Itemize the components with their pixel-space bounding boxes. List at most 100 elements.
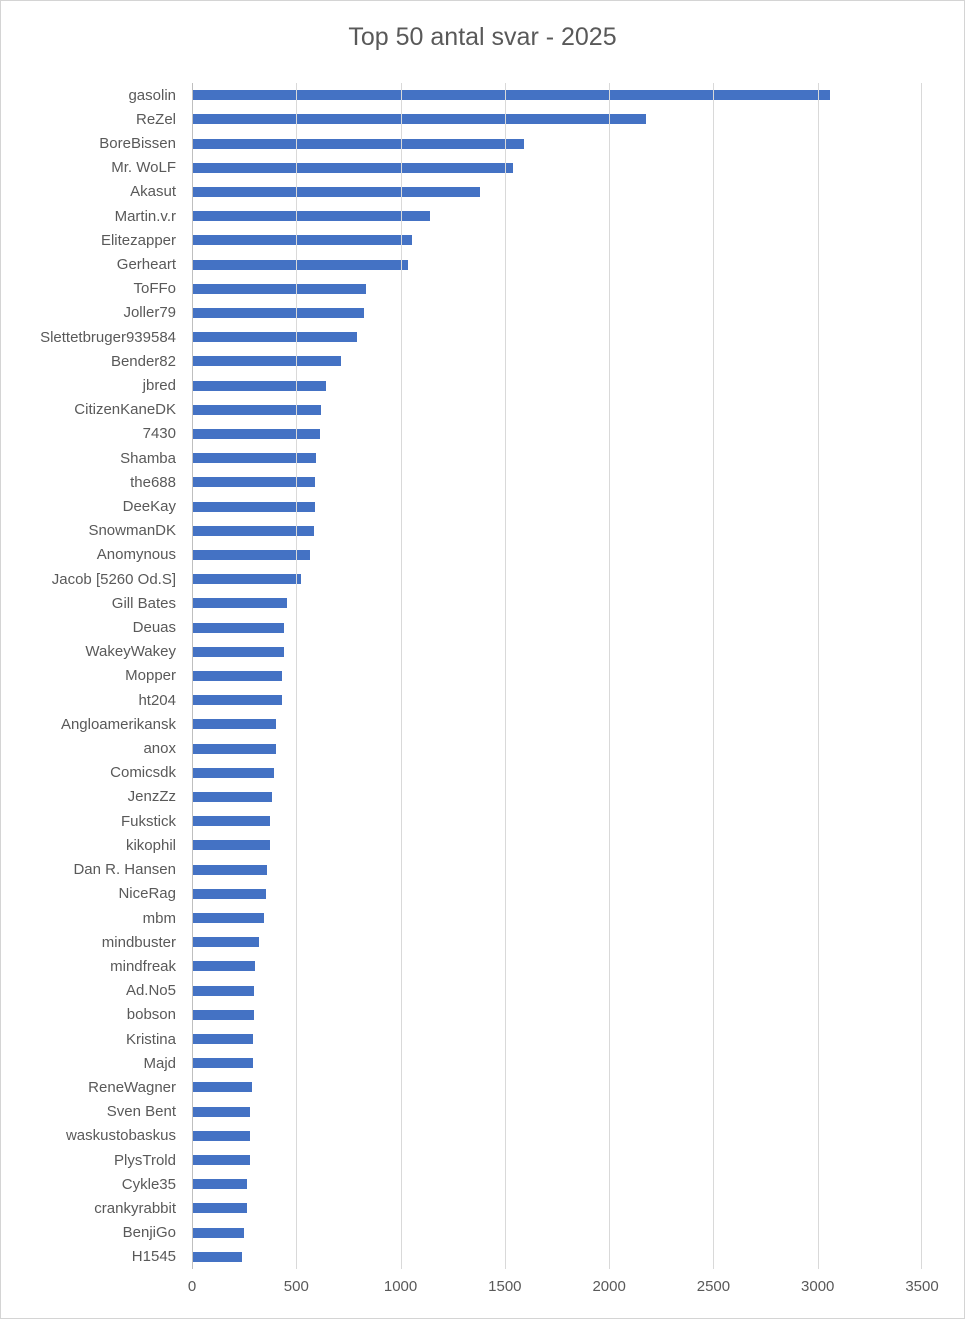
category-label: H1545 bbox=[131, 1248, 176, 1266]
bar-row bbox=[193, 204, 922, 228]
bar bbox=[193, 404, 322, 415]
bar bbox=[193, 90, 831, 101]
category-label: BenjiGo bbox=[122, 1224, 176, 1242]
category-label: ToFFo bbox=[133, 280, 176, 298]
category-label: waskustobaskus bbox=[65, 1127, 176, 1145]
bar bbox=[193, 1034, 254, 1045]
bar-row bbox=[193, 325, 922, 349]
bar-row bbox=[193, 640, 922, 664]
bar-row bbox=[193, 252, 922, 276]
bar bbox=[193, 259, 408, 270]
bar bbox=[193, 1058, 254, 1069]
gridline bbox=[713, 83, 715, 1269]
bar-row bbox=[193, 615, 922, 639]
bar bbox=[193, 211, 431, 222]
category-label: kikophil bbox=[125, 836, 176, 854]
bar-row bbox=[193, 107, 922, 131]
x-tick-label: 2000 bbox=[592, 1278, 626, 1295]
bar-row bbox=[193, 567, 922, 591]
bar bbox=[193, 549, 310, 560]
bar-row bbox=[193, 180, 922, 204]
bar bbox=[193, 1106, 251, 1117]
category-label: BoreBissen bbox=[99, 135, 176, 152]
category-label: Anomynous bbox=[96, 546, 176, 564]
bar bbox=[193, 816, 271, 827]
bar-row bbox=[193, 228, 922, 252]
bar bbox=[193, 162, 513, 173]
bar-row bbox=[193, 1124, 922, 1148]
bar-row bbox=[193, 858, 922, 882]
x-tick-label: 500 bbox=[283, 1278, 309, 1295]
bar bbox=[193, 695, 282, 706]
category-label: Bender82 bbox=[110, 352, 176, 370]
category-label: 7430 bbox=[142, 425, 176, 443]
category-label: DeeKay bbox=[122, 498, 176, 516]
chart-title: Top 50 antal svar - 2025 bbox=[348, 23, 617, 51]
category-label: CitizenKaneDK bbox=[74, 401, 176, 419]
bar bbox=[193, 598, 287, 609]
bar-row bbox=[193, 373, 922, 397]
bar-row bbox=[193, 882, 922, 906]
bar-row bbox=[193, 688, 922, 712]
category-label: anox bbox=[143, 740, 176, 758]
gridline bbox=[504, 83, 506, 1269]
category-label: ReneWagner bbox=[88, 1078, 176, 1096]
bar-row bbox=[193, 736, 922, 760]
bar-row bbox=[193, 664, 922, 688]
category-label: Mopper bbox=[125, 667, 176, 685]
bar bbox=[193, 646, 284, 657]
category-label: Fukstick bbox=[120, 812, 176, 830]
bar-row bbox=[193, 277, 922, 301]
x-tick-label: 3000 bbox=[801, 1278, 835, 1295]
bar bbox=[193, 1155, 251, 1166]
x-tick-label: 1500 bbox=[488, 1278, 522, 1295]
category-label: Cykle35 bbox=[121, 1175, 176, 1193]
bar bbox=[193, 380, 327, 391]
category-label: Joller79 bbox=[123, 304, 176, 322]
category-label: WakeyWakey bbox=[85, 643, 176, 661]
x-tick-label: 0 bbox=[187, 1278, 197, 1295]
bar bbox=[193, 985, 255, 996]
category-label: crankyrabbit bbox=[94, 1199, 176, 1217]
bar-row bbox=[193, 954, 922, 978]
category-label: Slettetbruger939584 bbox=[40, 328, 176, 346]
category-label: mindfreak bbox=[110, 957, 176, 975]
category-label: the688 bbox=[130, 473, 176, 491]
bar bbox=[193, 114, 647, 125]
bar-row bbox=[193, 398, 922, 422]
bar bbox=[193, 307, 364, 318]
bar-row bbox=[193, 1148, 922, 1172]
category-label: Jacob [5260 Od.S] bbox=[51, 570, 176, 588]
gridline bbox=[296, 83, 298, 1269]
category-label: mindbuster bbox=[101, 933, 176, 951]
gridline bbox=[817, 83, 819, 1269]
bar-row bbox=[193, 519, 922, 543]
category-label: Dan R. Hansen bbox=[73, 861, 176, 879]
bar-row bbox=[193, 349, 922, 373]
category-label: Sven Bent bbox=[106, 1103, 176, 1121]
category-label: mbm bbox=[142, 909, 176, 927]
bar bbox=[193, 913, 264, 923]
bar bbox=[193, 1251, 242, 1262]
bar-row bbox=[193, 1100, 922, 1124]
x-tick-label: 2500 bbox=[696, 1278, 731, 1295]
category-label: Deuas bbox=[132, 619, 176, 637]
bar bbox=[193, 235, 412, 246]
gridline bbox=[400, 83, 402, 1269]
bar bbox=[193, 525, 314, 536]
category-label: Ad.No5 bbox=[125, 982, 176, 1000]
bar bbox=[193, 1082, 253, 1093]
plot-area bbox=[192, 83, 922, 1269]
bar-row bbox=[193, 930, 922, 954]
bar-row bbox=[193, 494, 922, 518]
bar-row bbox=[193, 470, 922, 494]
bar bbox=[193, 356, 341, 367]
bar-rows bbox=[193, 83, 922, 1269]
category-label: Shamba bbox=[120, 449, 176, 467]
category-label: Comicsdk bbox=[110, 764, 176, 782]
bar bbox=[193, 1009, 255, 1020]
bar bbox=[193, 428, 321, 439]
category-label: Kristina bbox=[125, 1030, 176, 1048]
bar-row bbox=[193, 1027, 922, 1051]
category-axis: gasolin ReZel BoreBissen Mr. WoLF Akasut Mart… bbox=[1, 83, 176, 1269]
